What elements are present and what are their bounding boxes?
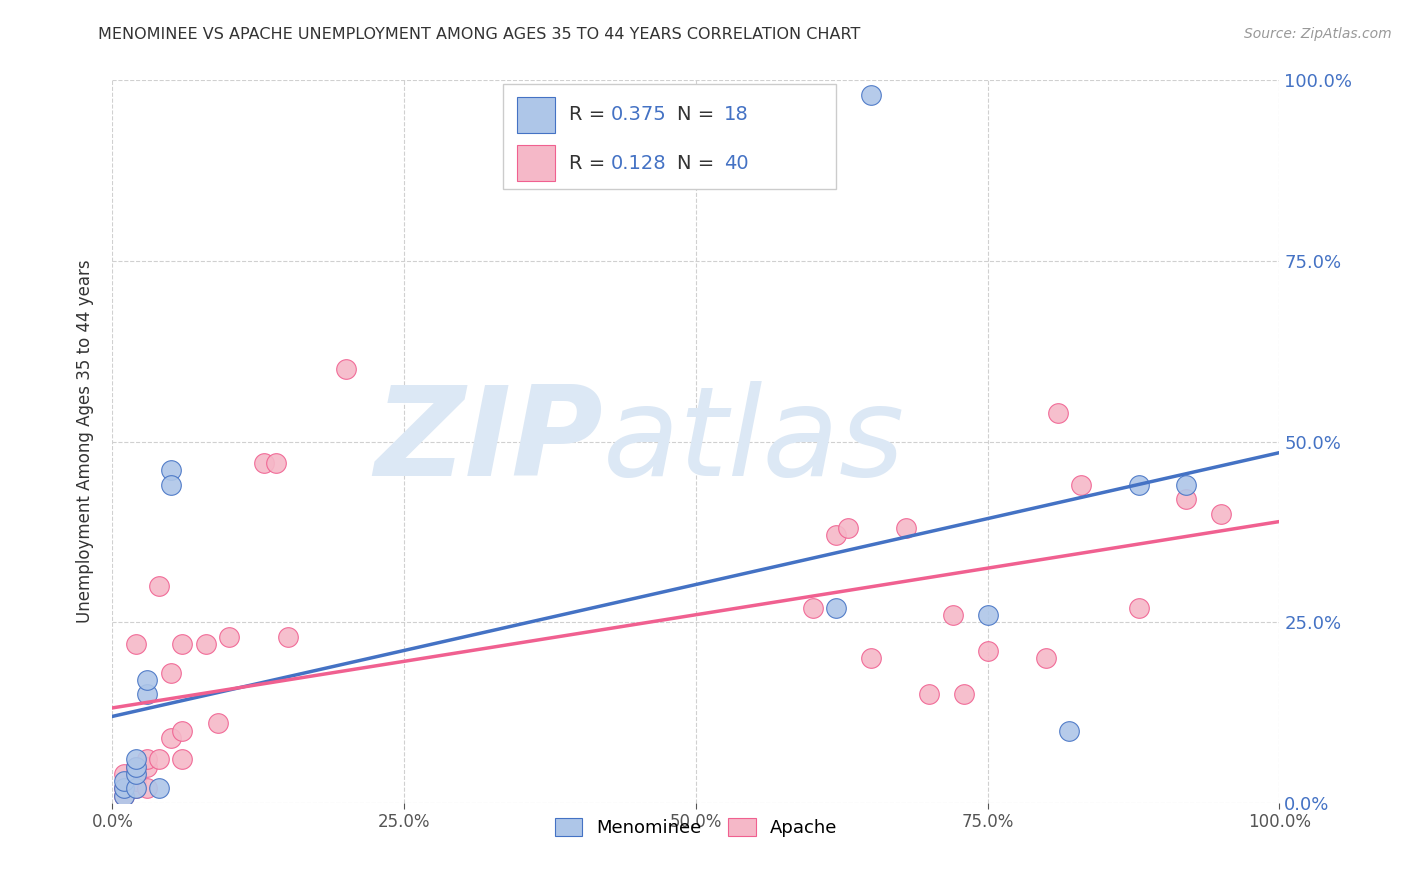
Text: atlas: atlas [603, 381, 904, 502]
Text: 0.128: 0.128 [610, 153, 666, 173]
Point [276, 630, 298, 644]
Point [1209, 507, 1232, 521]
Point [136, 781, 159, 796]
Point [194, 637, 217, 651]
FancyBboxPatch shape [517, 145, 555, 181]
Point [112, 774, 135, 789]
Point [860, 87, 883, 102]
Text: 0.375: 0.375 [610, 105, 666, 125]
Point [125, 767, 148, 781]
Point [160, 478, 183, 492]
Point [125, 767, 148, 781]
Point [825, 600, 848, 615]
Point [112, 767, 135, 781]
Y-axis label: Unemployment Among Ages 35 to 44 years: Unemployment Among Ages 35 to 44 years [76, 260, 94, 624]
Point [125, 760, 148, 774]
Point [136, 760, 159, 774]
Point [112, 789, 135, 803]
Legend: Menominee, Apache: Menominee, Apache [547, 811, 845, 845]
Text: MENOMINEE VS APACHE UNEMPLOYMENT AMONG AGES 35 TO 44 YEARS CORRELATION CHART: MENOMINEE VS APACHE UNEMPLOYMENT AMONG A… [98, 27, 860, 42]
Point [253, 456, 276, 470]
Point [801, 600, 824, 615]
Point [125, 781, 148, 796]
Point [1070, 478, 1092, 492]
Point [976, 644, 998, 658]
Point [335, 362, 357, 376]
Point [112, 781, 135, 796]
Text: ZIP: ZIP [374, 381, 603, 502]
Point [172, 637, 194, 651]
Point [125, 781, 148, 796]
FancyBboxPatch shape [517, 97, 555, 133]
Point [264, 456, 287, 470]
Text: 40: 40 [724, 153, 748, 173]
Point [160, 665, 183, 680]
Point [953, 687, 976, 701]
Point [942, 607, 965, 622]
Point [837, 521, 859, 535]
Point [125, 752, 148, 766]
Point [1059, 723, 1081, 738]
Point [136, 687, 159, 701]
Point [148, 781, 170, 796]
Point [1046, 406, 1069, 420]
Point [860, 651, 883, 665]
Point [207, 716, 229, 731]
Point [976, 607, 998, 622]
Text: 18: 18 [724, 105, 749, 125]
Point [136, 673, 159, 687]
Text: Source: ZipAtlas.com: Source: ZipAtlas.com [1244, 27, 1392, 41]
Point [172, 752, 194, 766]
Point [112, 789, 135, 803]
Point [148, 579, 170, 593]
Point [136, 752, 159, 766]
Point [148, 752, 170, 766]
Text: R =: R = [569, 153, 612, 173]
Point [1128, 600, 1150, 615]
Point [1035, 651, 1057, 665]
Point [125, 760, 148, 774]
Point [125, 637, 148, 651]
Point [218, 630, 240, 644]
Point [825, 528, 848, 542]
Text: N =: N = [678, 153, 721, 173]
Point [918, 687, 941, 701]
Text: R =: R = [569, 105, 612, 125]
Point [160, 731, 183, 745]
Point [125, 774, 148, 789]
Text: N =: N = [678, 105, 721, 125]
Point [1128, 478, 1150, 492]
Point [1175, 492, 1198, 507]
Point [894, 521, 917, 535]
Point [1175, 478, 1198, 492]
Point [112, 781, 135, 796]
FancyBboxPatch shape [503, 84, 837, 189]
Point [160, 463, 183, 477]
Point [172, 723, 194, 738]
